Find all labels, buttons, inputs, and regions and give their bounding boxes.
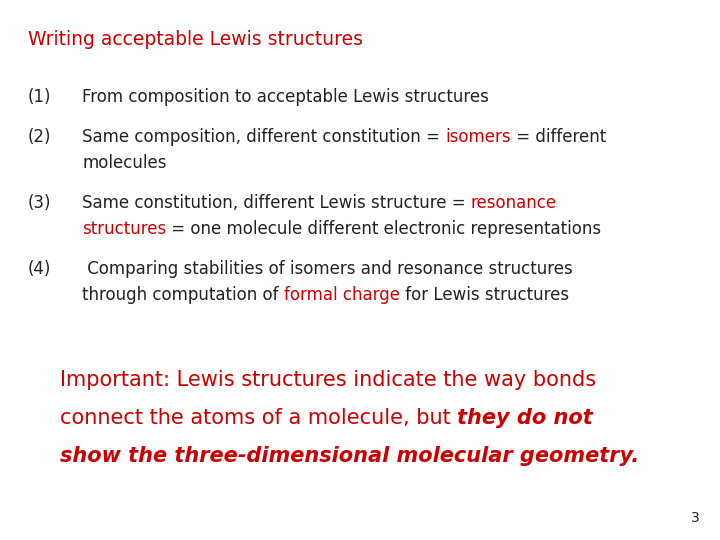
Text: Comparing stabilities of isomers and resonance structures: Comparing stabilities of isomers and res… bbox=[82, 260, 572, 278]
Text: (2): (2) bbox=[28, 128, 52, 146]
Text: = one molecule different electronic representations: = one molecule different electronic repr… bbox=[166, 220, 601, 238]
Text: = different: = different bbox=[510, 128, 606, 146]
Text: isomers: isomers bbox=[445, 128, 510, 146]
Text: for Lewis structures: for Lewis structures bbox=[400, 286, 569, 304]
Text: formal charge: formal charge bbox=[284, 286, 400, 304]
Text: (1): (1) bbox=[28, 88, 52, 106]
Text: resonance: resonance bbox=[471, 194, 557, 212]
Text: they do not: they do not bbox=[457, 408, 593, 428]
Text: show the three-dimensional molecular geometry.: show the three-dimensional molecular geo… bbox=[60, 446, 639, 466]
Text: Same composition, different constitution =: Same composition, different constitution… bbox=[82, 128, 445, 146]
Text: From composition to acceptable Lewis structures: From composition to acceptable Lewis str… bbox=[82, 88, 489, 106]
Text: Same constitution, different Lewis structure =: Same constitution, different Lewis struc… bbox=[82, 194, 471, 212]
Text: molecules: molecules bbox=[82, 154, 166, 172]
Text: structures: structures bbox=[82, 220, 166, 238]
Text: 3: 3 bbox=[691, 511, 700, 525]
Text: Important: Lewis structures indicate the way bonds: Important: Lewis structures indicate the… bbox=[60, 370, 596, 390]
Text: (4): (4) bbox=[28, 260, 51, 278]
Text: through computation of: through computation of bbox=[82, 286, 284, 304]
Text: (3): (3) bbox=[28, 194, 52, 212]
Text: connect the atoms of a molecule, but: connect the atoms of a molecule, but bbox=[60, 408, 457, 428]
Text: Writing acceptable Lewis structures: Writing acceptable Lewis structures bbox=[28, 30, 363, 49]
